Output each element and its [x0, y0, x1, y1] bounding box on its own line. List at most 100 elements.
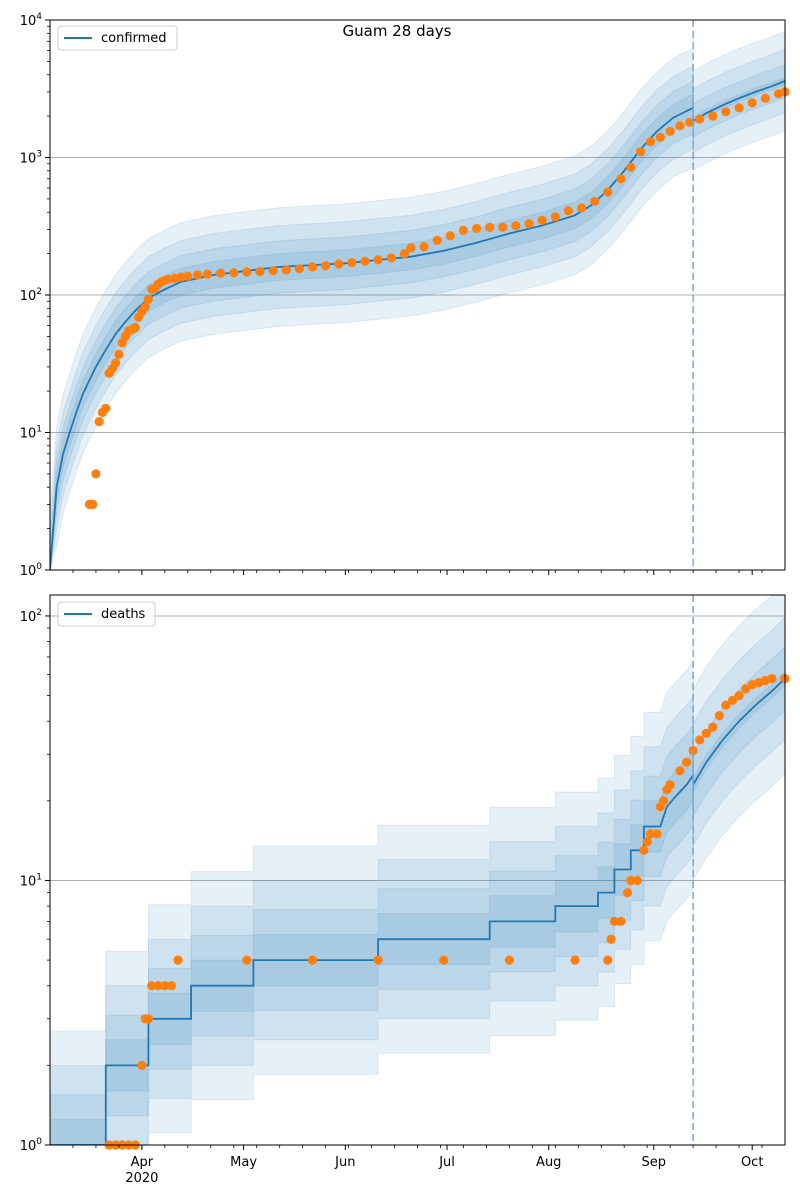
observed-point-44: [399, 249, 409, 259]
deaths-y-axis: 100 101 102: [20, 608, 50, 1154]
observed-point-28: [645, 829, 656, 839]
observed-point-16: [439, 955, 449, 965]
observed-point-19: [603, 955, 613, 965]
chart-title: Guam 28 days: [343, 22, 452, 40]
confirmed-panel: 100 101 102 103 104 confirmed Guam 28 days: [20, 12, 790, 579]
observed-point-12: [173, 955, 183, 965]
x-tick-label-6: Oct: [741, 1155, 763, 1170]
legend-label-deaths: deaths: [101, 607, 146, 622]
observed-point-20: [606, 934, 616, 944]
observed-point-45: [406, 243, 416, 253]
y-tick-label-2: 102: [20, 287, 42, 304]
forecast-band-1: [692, 616, 785, 848]
observed-point-73: [747, 98, 757, 108]
observed-point-32: [242, 267, 252, 277]
forecast-band-0: [692, 595, 785, 883]
observed-point-52: [498, 222, 508, 232]
observed-point-37: [695, 735, 705, 745]
observed-point-47: [432, 235, 442, 245]
observed-point-67: [675, 121, 685, 131]
observed-point-5: [101, 403, 111, 413]
observed-point-69: [695, 114, 705, 124]
observed-point-35: [281, 265, 291, 275]
observed-point-49: [458, 225, 468, 235]
observed-point-17: [140, 302, 150, 312]
observed-point-13: [242, 955, 252, 965]
observed-point-2: [91, 469, 101, 479]
observed-point-24: [626, 875, 636, 886]
y-tick-label-3: 103: [20, 150, 42, 167]
observed-point-7: [143, 1014, 153, 1024]
observed-point-3: [94, 417, 104, 427]
observed-point-25: [632, 875, 642, 886]
observed-point-35: [682, 757, 692, 767]
observed-point-50: [472, 223, 482, 233]
observed-point-55: [537, 215, 547, 225]
observed-point-27: [642, 837, 652, 847]
observed-point-41: [360, 256, 370, 266]
observed-point-61: [616, 174, 626, 184]
model-band-1: [50, 65, 694, 570]
x-tick-label-3: Jul: [438, 1155, 455, 1170]
observed-point-48: [445, 231, 455, 241]
x-tick-label-4: Aug: [536, 1155, 561, 1170]
y-tick-label-2: 102: [20, 608, 42, 625]
observed-point-38: [321, 261, 331, 271]
observed-point-66: [665, 126, 675, 136]
observed-point-8: [147, 981, 157, 991]
observed-point-56: [550, 212, 560, 222]
observed-point-68: [685, 117, 695, 127]
observed-point-71: [721, 107, 731, 117]
observed-point-27: [183, 271, 193, 281]
observed-point-1: [88, 499, 98, 509]
observed-point-39: [334, 259, 344, 269]
observed-point-63: [636, 147, 646, 157]
y-tick-label-1: 101: [20, 425, 42, 442]
observed-point-10: [160, 981, 170, 991]
observed-point-60: [603, 187, 613, 197]
observed-point-28: [193, 270, 203, 280]
observed-point-15: [373, 955, 383, 965]
observed-point-8: [111, 358, 121, 368]
observed-point-34: [268, 266, 278, 276]
confirmed-forecast-bands: [692, 30, 785, 172]
observed-point-64: [645, 137, 656, 147]
observed-point-42: [373, 255, 383, 265]
deaths-legend: deaths: [57, 601, 156, 627]
confirmed-forecast-line: [692, 80, 785, 122]
observed-point-40: [714, 711, 725, 721]
legend-label-confirmed: confirmed: [101, 31, 167, 46]
y-tick-label-0: 100: [20, 1137, 43, 1154]
observed-point-43: [734, 691, 744, 701]
observed-point-48: [767, 673, 777, 684]
observed-point-72: [734, 103, 744, 113]
deaths-uncertainty-bands: [50, 659, 694, 1145]
observed-point-5: [137, 1060, 147, 1070]
observed-point-14: [307, 955, 318, 965]
observed-point-31: [229, 268, 239, 278]
observed-point-26: [639, 845, 649, 855]
observed-point-57: [563, 206, 574, 216]
observed-point-23: [622, 888, 633, 898]
observed-point-74: [760, 93, 770, 103]
y-tick-label-4: 104: [20, 12, 43, 29]
observed-point-30: [216, 268, 226, 278]
observed-point-14: [130, 322, 140, 333]
x-tick-label-1: May: [230, 1155, 257, 1170]
observed-point-36: [294, 264, 304, 274]
observed-point-43: [386, 253, 396, 263]
observed-point-11: [166, 981, 176, 991]
observed-point-65: [655, 132, 665, 142]
y-tick-label-1: 101: [20, 872, 42, 889]
observed-point-59: [590, 196, 600, 206]
observed-point-17: [504, 955, 514, 965]
observed-point-70: [708, 111, 718, 121]
y-tick-label-0: 100: [20, 562, 43, 579]
confirmed-observed-points: [84, 87, 790, 509]
observed-point-44: [741, 684, 751, 694]
x-tick-label-2: Jun: [334, 1155, 355, 1170]
model-band-2: [50, 723, 694, 1145]
legend-box: [57, 601, 156, 627]
